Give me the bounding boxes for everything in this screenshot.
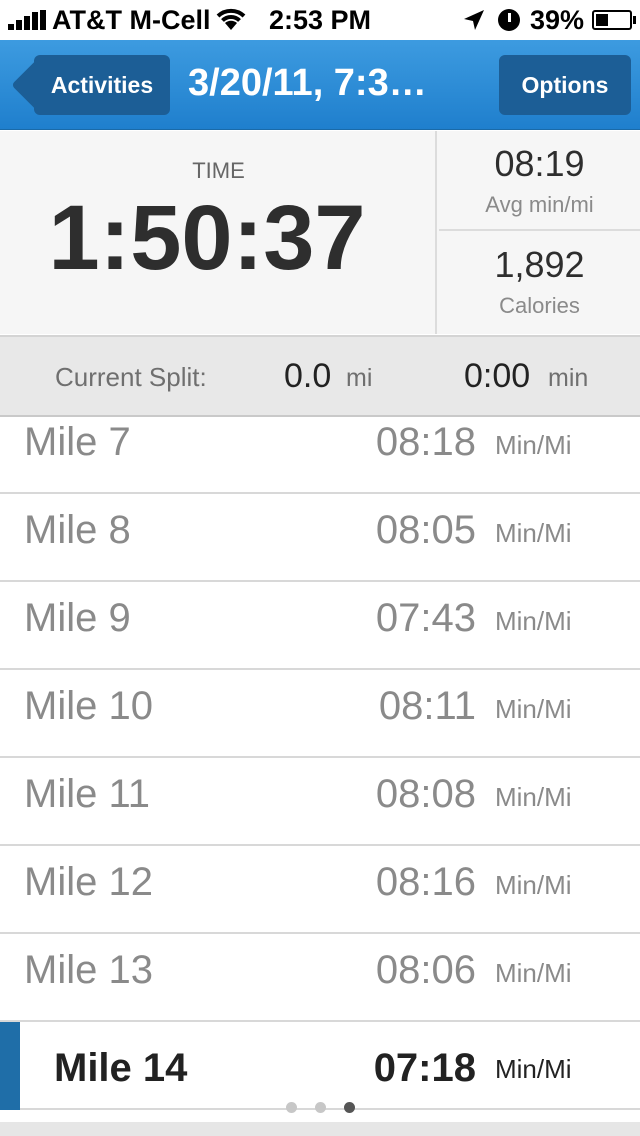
current-split-bar: Current Split: 0.0 mi 0:00 min	[0, 335, 640, 417]
mile-pace-unit: Min/Mi	[495, 870, 572, 900]
status-bar: AT&T M-Cell 2:53 PM 39%	[0, 0, 640, 40]
time-value: 1:50:37	[48, 187, 366, 289]
mile-row[interactable]: Mile 11 08:08 Min/Mi	[0, 758, 640, 846]
mile-row[interactable]: Mile 10 08:11 Min/Mi	[0, 670, 640, 758]
mile-name: Mile 11	[24, 772, 150, 816]
mile-pace-unit: Min/Mi	[495, 694, 572, 724]
split-distance-unit: mi	[346, 364, 373, 392]
mile-pace-unit: Min/Mi	[495, 958, 572, 988]
status-time: 2:53 PM	[268, 5, 372, 35]
mile-name: Mile 8	[24, 508, 131, 552]
total-time-box: TIME 1:50:37	[0, 131, 437, 334]
battery-fill	[596, 14, 608, 26]
battery-icon	[592, 10, 636, 30]
split-distance: 0.0	[284, 357, 332, 395]
navigation-bar: Activities 3/20/11, 7:3… Options	[0, 40, 640, 130]
alarm-clock-icon	[498, 9, 520, 31]
mile-name: Mile 10	[24, 684, 153, 728]
split-time-unit: min	[548, 364, 589, 392]
signal-bars-icon	[8, 10, 48, 30]
back-button-label: Activities	[50, 72, 154, 98]
mile-name: Mile 9	[24, 596, 131, 640]
mile-row-current[interactable]: Mile 14 07:18 Min/Mi	[0, 1022, 640, 1110]
mile-pace: 08:16	[375, 860, 476, 904]
current-mile-marker	[0, 1022, 20, 1110]
mile-pace-unit: Min/Mi	[495, 606, 572, 636]
mile-pace: 08:11	[378, 684, 476, 728]
calories-label: Calories	[499, 293, 580, 318]
page-dot[interactable]	[314, 1102, 326, 1113]
calories-box: 1,892 Calories	[439, 232, 640, 332]
wifi-icon	[214, 6, 248, 39]
split-time: 0:00	[464, 357, 531, 395]
page-dot[interactable]	[343, 1102, 355, 1113]
mile-row[interactable]: Mile 7 08:18 Min/Mi	[0, 418, 640, 494]
mile-pace: 08:08	[375, 772, 476, 816]
mile-pace: 07:18	[373, 1046, 476, 1090]
mile-row[interactable]: Mile 12 08:16 Min/Mi	[0, 846, 640, 934]
avg-pace-label: Avg min/mi	[485, 192, 594, 217]
calories-value: 1,892	[494, 244, 585, 285]
back-button-body	[34, 55, 170, 115]
mile-pace-unit: Min/Mi	[495, 518, 572, 548]
mile-row[interactable]: Mile 9 07:43 Min/Mi	[0, 582, 640, 670]
battery-percentage: 39%	[530, 5, 585, 35]
mile-splits-list[interactable]: Mile 7 08:18 Min/Mi Mile 8 08:05 Min/Mi Mile 9…	[0, 418, 640, 1136]
options-button[interactable]: Options	[499, 55, 631, 115]
split-label: Current Split:	[55, 362, 207, 392]
stats-panel: TIME 1:50:37 08:19 Avg min/mi 1,892 Calo…	[0, 131, 640, 334]
mile-name: Mile 14	[54, 1046, 188, 1090]
mile-pace: 07:43	[375, 596, 476, 640]
avg-pace-box: 08:19 Avg min/mi	[439, 131, 640, 231]
mile-pace: 08:06	[375, 948, 476, 992]
mile-pace-unit: Min/Mi	[495, 1054, 572, 1084]
mile-pace-unit: Min/Mi	[495, 430, 572, 460]
mile-pace-unit: Min/Mi	[495, 782, 572, 812]
page-indicator[interactable]	[0, 1100, 640, 1113]
mile-name: Mile 7	[24, 420, 131, 464]
location-arrow-icon	[462, 8, 486, 39]
back-button-activities[interactable]: Activities	[11, 55, 170, 115]
mile-pace: 08:18	[375, 420, 476, 464]
mile-name: Mile 13	[24, 948, 153, 992]
page-title: 3/20/11, 7:3…	[188, 62, 427, 104]
mile-name: Mile 12	[24, 860, 153, 904]
page-dot[interactable]	[285, 1102, 297, 1113]
carrier-name: AT&T M-Cell	[52, 5, 211, 35]
mile-row[interactable]: Mile 8 08:05 Min/Mi	[0, 494, 640, 582]
bottom-divider	[0, 1122, 640, 1136]
avg-pace-value: 08:19	[494, 143, 585, 184]
time-label: TIME	[192, 158, 245, 183]
mile-pace: 08:05	[375, 508, 476, 552]
mile-row[interactable]: Mile 13 08:06 Min/Mi	[0, 934, 640, 1022]
